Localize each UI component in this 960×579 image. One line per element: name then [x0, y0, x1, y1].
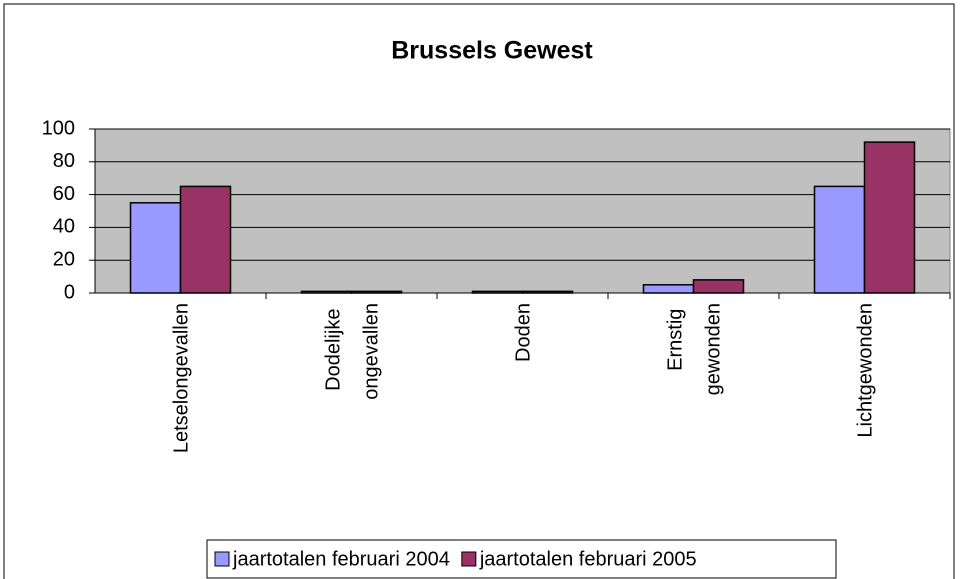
y-tick-label: 80 — [53, 150, 75, 172]
plot-area — [94, 128, 951, 294]
legend-swatch — [214, 551, 230, 567]
legend-label: jaartotalen februari 2004 — [232, 548, 450, 570]
bar — [863, 141, 916, 294]
x-tick-label: Dodelijke ongevallen — [323, 303, 383, 400]
bar — [179, 185, 232, 294]
y-tick-label: 20 — [53, 248, 75, 270]
bar — [813, 185, 866, 294]
x-tick-label: Lichtgewonden — [855, 303, 877, 438]
bar — [521, 290, 574, 294]
bar — [300, 290, 353, 294]
bar — [350, 290, 403, 294]
y-tick-label: 0 — [64, 281, 75, 303]
x-tick-label: Doden — [513, 303, 535, 362]
legend-label: jaartotalen februari 2005 — [479, 548, 697, 570]
y-tick-label: 100 — [42, 117, 75, 139]
bar — [692, 279, 745, 294]
chart-title: Brussels Gewest — [391, 37, 593, 65]
bar — [471, 290, 524, 294]
legend-swatch — [461, 551, 477, 567]
bar — [129, 202, 182, 294]
x-tick-label: Ernstig gewonden — [665, 303, 725, 395]
x-tick-label: Letselongevallen — [171, 303, 193, 453]
y-tick-label: 40 — [53, 216, 75, 238]
bar — [642, 284, 695, 294]
y-tick-label: 60 — [53, 183, 75, 205]
legend-box — [206, 539, 837, 579]
